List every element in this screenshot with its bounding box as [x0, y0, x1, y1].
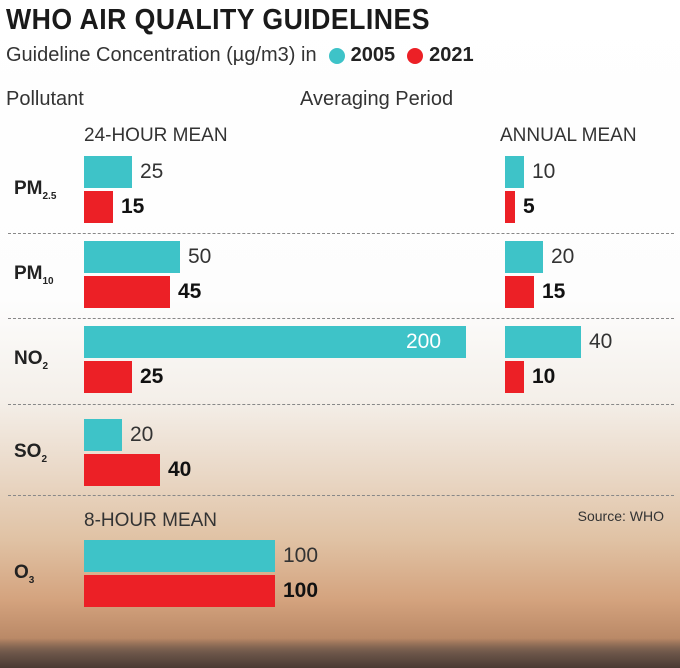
bar-so2-24-hour-mean-2005 [84, 419, 122, 451]
value-label-no2-24-hour-mean-2005: 200 [406, 330, 442, 353]
source-note: Source: WHO [577, 508, 664, 524]
bar-pm25-24-hour-mean-2021 [84, 191, 113, 223]
pollutant-name: PM [14, 263, 43, 284]
pollutant-subscript: 3 [28, 574, 35, 586]
value-label-pm10-24-hour-mean-2021: 45 [178, 280, 202, 303]
period-label-annual: ANNUAL MEAN [500, 125, 637, 146]
bar-no2-24-hour-mean-2021 [84, 361, 132, 393]
value-label-pm25-annual-mean-2021: 5 [523, 195, 535, 218]
legend-label-2005: 2005 [350, 44, 396, 66]
pollutant-name: PM [14, 178, 43, 199]
value-label-o3-8-hour-mean-2005: 100 [283, 544, 319, 567]
subtitle-text: Guideline Concentration (µg/m3) in [6, 44, 317, 66]
bar-so2-24-hour-mean-2021 [84, 454, 160, 486]
value-label-no2-annual-mean-2005: 40 [589, 330, 613, 353]
row-separator [8, 404, 674, 405]
chart-title: WHO AIR QUALITY GUIDELINES [6, 4, 431, 36]
pollutant-name: SO [14, 441, 42, 462]
bar-pm10-24-hour-mean-2005 [84, 241, 180, 273]
value-label-o3-8-hour-mean-2021: 100 [283, 579, 319, 602]
period-label-24-hour: 24-HOUR MEAN [84, 125, 228, 146]
pollutant-label-o3: O3 [14, 562, 34, 586]
value-label-pm25-24-hour-mean-2005: 25 [140, 160, 164, 183]
pollutant-column-header: Pollutant [6, 88, 84, 110]
pollutant-label-no2: NO2 [14, 348, 48, 372]
row-separator [8, 318, 674, 319]
value-label-pm25-annual-mean-2005: 10 [532, 160, 556, 183]
pollutant-subscript: 2 [41, 453, 48, 465]
pollutant-subscript: 10 [42, 275, 54, 287]
value-label-no2-24-hour-mean-2021: 25 [140, 365, 164, 388]
value-label-so2-24-hour-mean-2021: 40 [168, 458, 192, 481]
legend-dot-2021 [407, 47, 424, 64]
pollutant-subscript: 2 [42, 360, 49, 372]
bar-no2-annual-mean-2005 [505, 326, 581, 358]
pollutant-name: NO [14, 348, 43, 369]
value-label-pm25-24-hour-mean-2021: 15 [121, 195, 145, 218]
value-label-pm10-annual-mean-2021: 15 [542, 280, 566, 303]
bar-o3-8-hour-mean-2021 [84, 575, 275, 607]
averaging-period-header: Averaging Period [300, 88, 454, 110]
bar-no2-24-hour-mean-2005 [84, 326, 466, 358]
bar-no2-annual-mean-2021 [505, 361, 524, 393]
bar-pm25-annual-mean-2021 [505, 191, 515, 223]
bar-pm10-24-hour-mean-2021 [84, 276, 170, 308]
pollutant-label-pm25: PM2.5 [14, 178, 56, 202]
pollutant-label-so2: SO2 [14, 441, 47, 465]
pollutant-subscript: 2.5 [42, 190, 57, 202]
city-skyline-background [0, 638, 680, 668]
bar-pm10-annual-mean-2005 [505, 241, 543, 273]
legend-dot-2005 [328, 47, 345, 64]
bar-pm25-24-hour-mean-2005 [84, 156, 132, 188]
bar-pm25-annual-mean-2005 [505, 156, 524, 188]
row-separator [8, 495, 674, 496]
value-label-no2-annual-mean-2021: 10 [532, 365, 556, 388]
pollutant-name: O [14, 562, 29, 583]
row-separator [8, 233, 674, 234]
legend-label-2021: 2021 [429, 44, 474, 66]
chart-subtitle: Guideline Concentration (µg/m3) in 2005 … [6, 44, 474, 67]
value-label-pm10-annual-mean-2005: 20 [551, 245, 575, 268]
value-label-pm10-24-hour-mean-2005: 50 [188, 245, 212, 268]
bar-o3-8-hour-mean-2005 [84, 540, 275, 572]
pollutant-label-pm10: PM10 [14, 263, 54, 287]
value-label-so2-24-hour-mean-2005: 20 [130, 423, 154, 446]
bar-pm10-annual-mean-2021 [505, 276, 534, 308]
period-label-8-hour: 8-HOUR MEAN [84, 510, 218, 531]
